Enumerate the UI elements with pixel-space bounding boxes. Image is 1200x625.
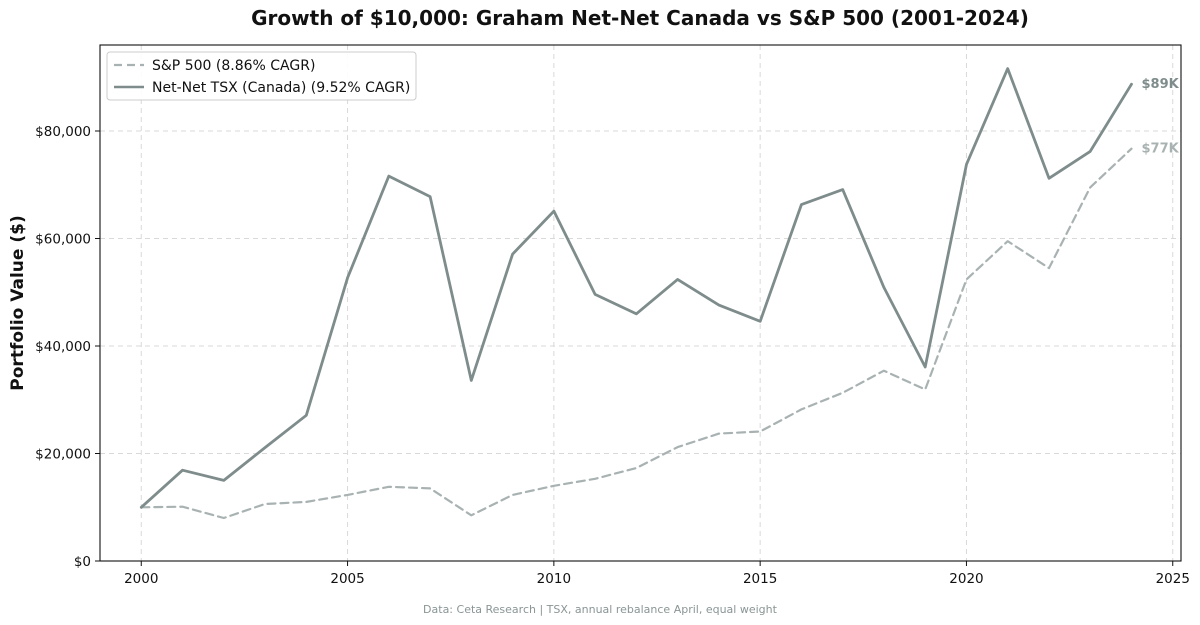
series-lines <box>139 67 1133 520</box>
x-tick-label: 2015 <box>743 571 777 587</box>
end-label-netnet-tsx: $89K <box>1141 77 1179 92</box>
x-tick-label: 2010 <box>537 571 571 587</box>
y-axis: $0 $20,000 $40,000 $60,000 $80,000 <box>35 124 100 570</box>
end-labels: $77K $89K <box>1141 77 1179 157</box>
x-tick-label: 2000 <box>124 571 158 587</box>
y-axis-label: Portfolio Value ($) <box>8 215 28 390</box>
legend-label-netnet-tsx: Net-Net TSX (Canada) (9.52% CAGR) <box>152 80 410 96</box>
legend-label-sp500: S&P 500 (8.86% CAGR) <box>152 58 315 74</box>
plot-area-frame <box>99 44 1182 562</box>
y-tick-label: $20,000 <box>35 447 91 463</box>
end-label-sp500: $77K <box>1141 142 1179 157</box>
grid-lines <box>100 45 1181 562</box>
y-tick-label: $40,000 <box>35 339 91 355</box>
source-note: Data: Ceta Research | TSX, annual rebala… <box>423 603 778 616</box>
chart-title: Growth of $10,000: Graham Net-Net Canada… <box>251 6 1029 30</box>
legend-box <box>106 51 417 101</box>
y-tick-label: $0 <box>74 554 91 570</box>
y-tick-label: $80,000 <box>35 124 91 140</box>
x-tick-label: 2020 <box>949 571 983 587</box>
series-line-netnet-tsx <box>139 67 1133 509</box>
series-line-sp500 <box>140 147 1133 520</box>
x-tick-label: 2005 <box>330 571 364 587</box>
x-tick-label: 2025 <box>1156 571 1190 587</box>
y-tick-label: $60,000 <box>35 232 91 248</box>
x-axis: 2000 2005 2010 2015 2020 2025 <box>124 561 1190 587</box>
legend: S&P 500 (8.86% CAGR) Net-Net TSX (Canada… <box>106 51 417 101</box>
